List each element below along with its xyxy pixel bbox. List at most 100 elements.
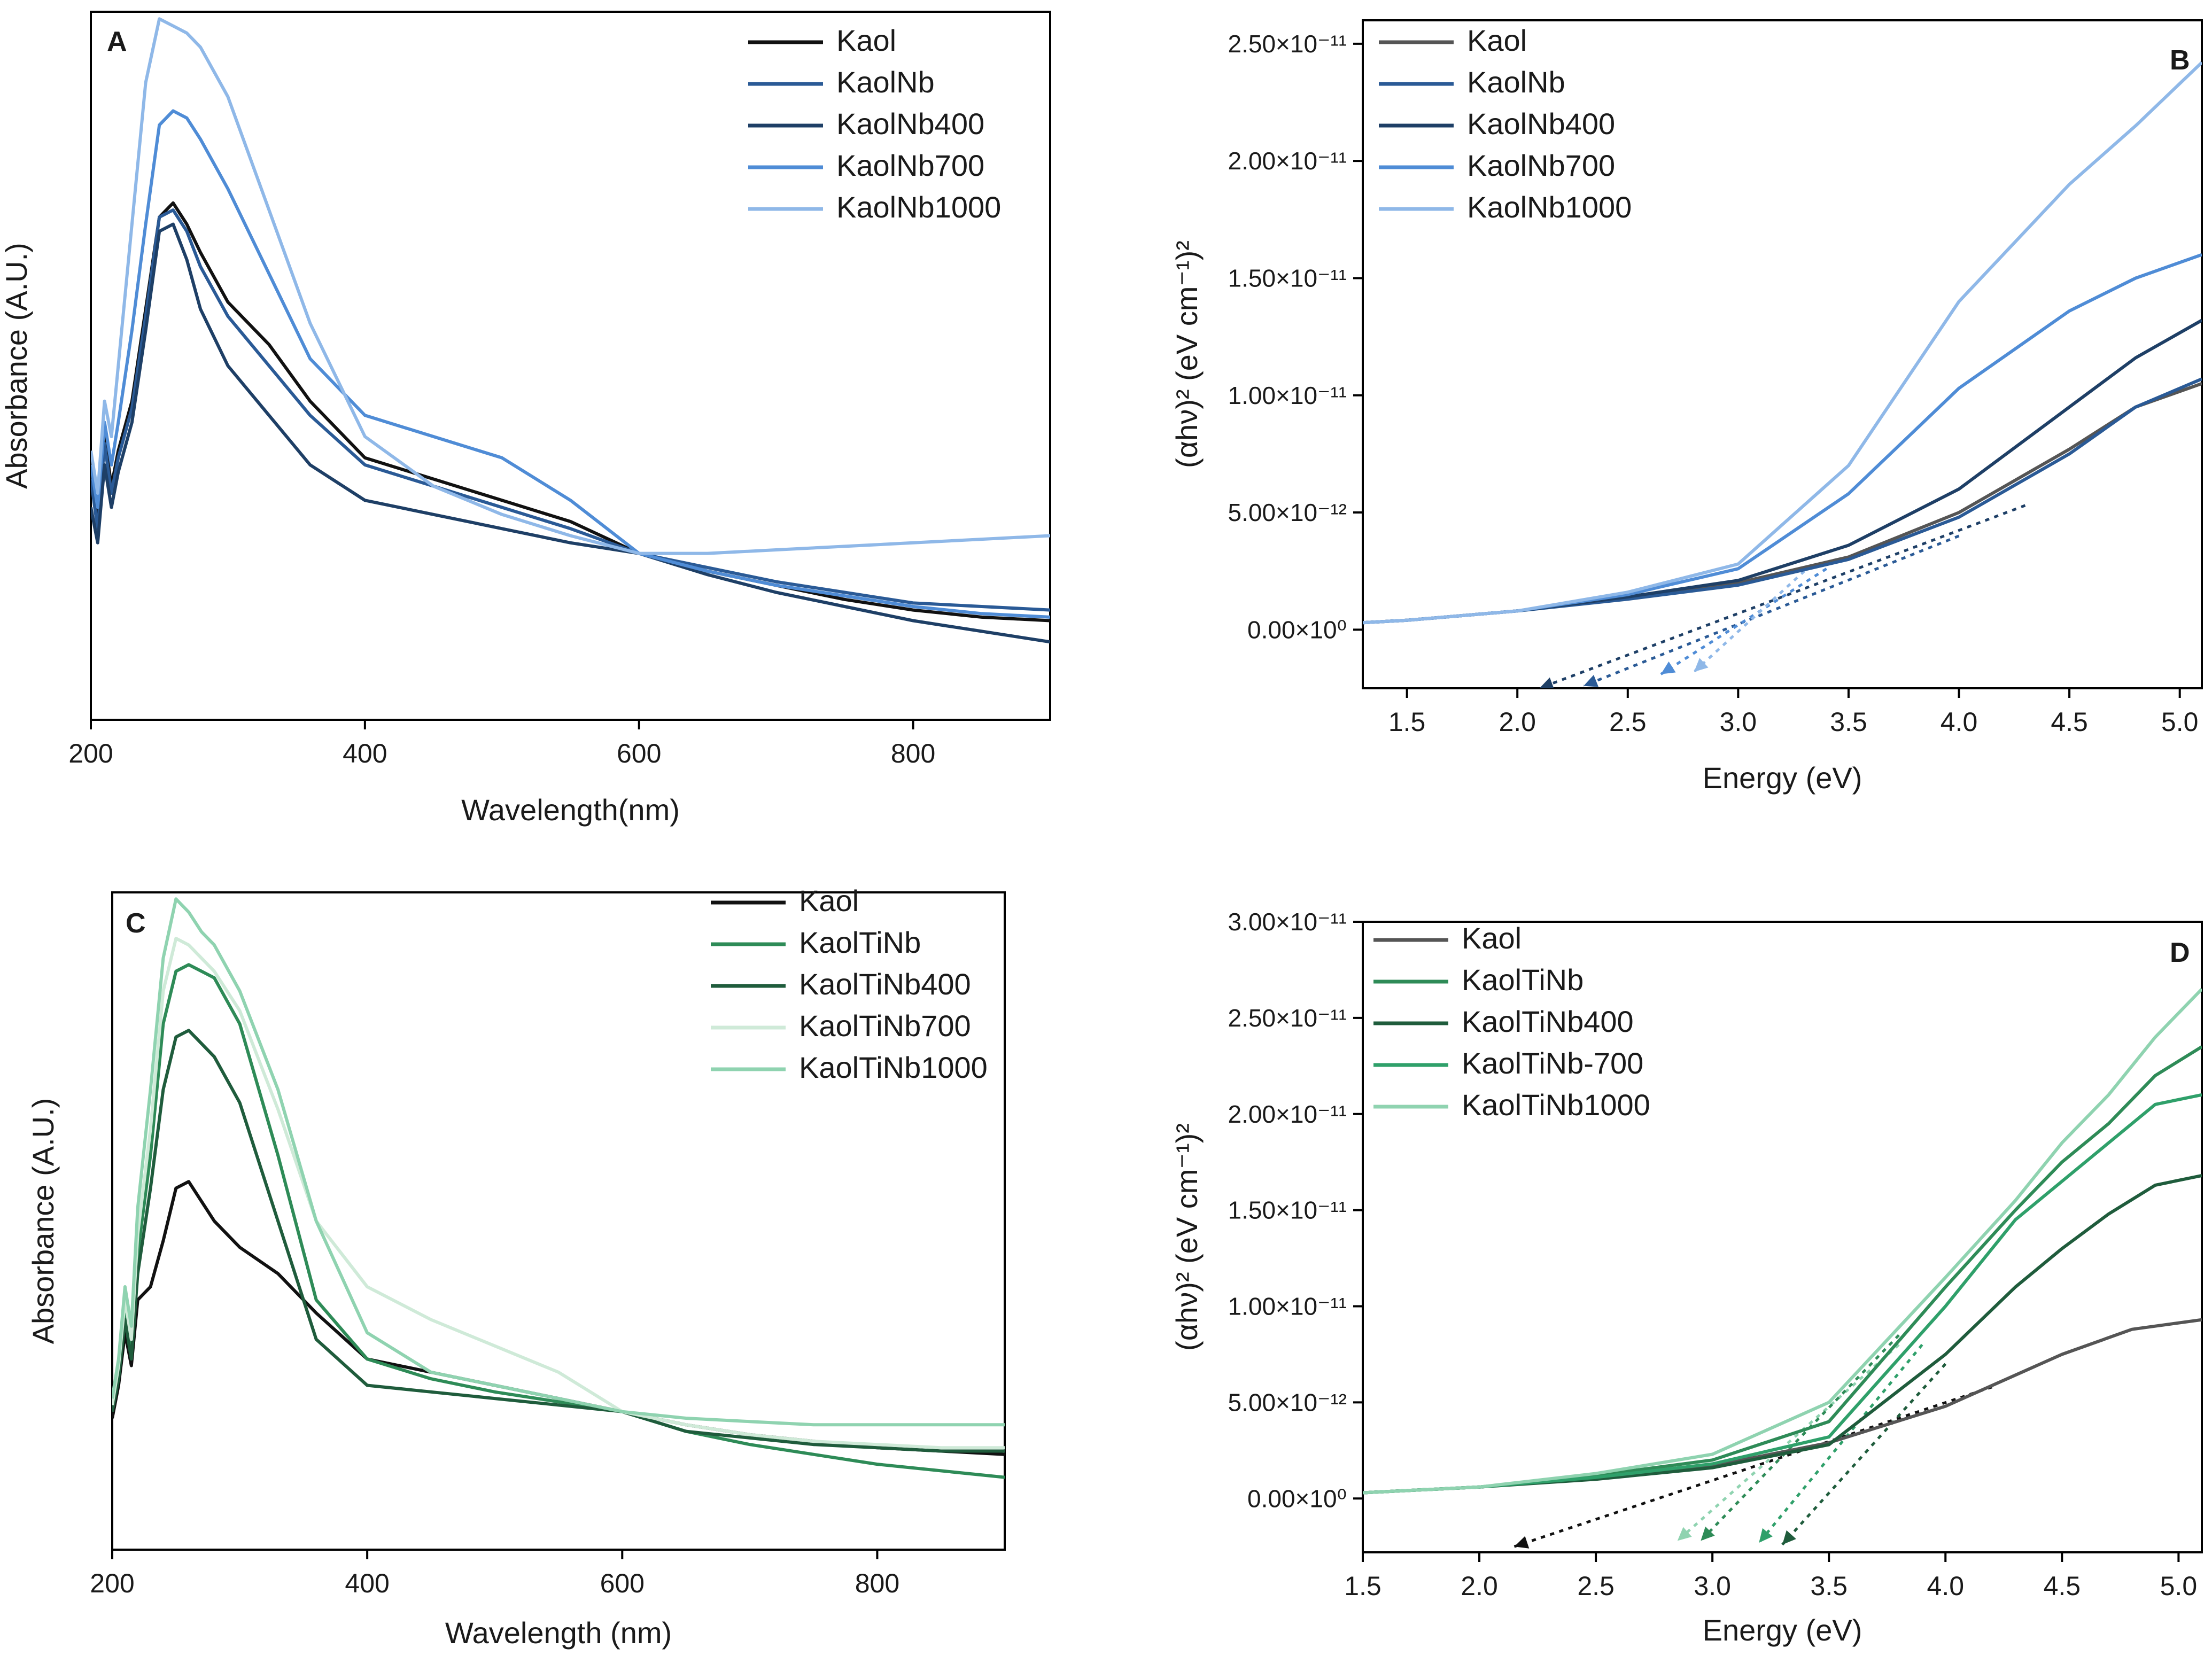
panel-d: 1.5 2.0 2.5 3.0 3.5 4.0 4.5 5.0 0.00×10⁰ 5.00×10⁻… bbox=[1170, 908, 2203, 1647]
tangent-arrowhead bbox=[1584, 674, 1599, 687]
y-tick-label: 0.00×10⁰ bbox=[1247, 1484, 1347, 1512]
series-line bbox=[112, 897, 1005, 1427]
panel-a: 200 400 600 800 Wavelength(nm) Absorbance (A.… bbox=[0, 11, 1051, 827]
y-tick-label: 2.00×10⁻¹¹ bbox=[1228, 1100, 1347, 1128]
plot-area bbox=[91, 17, 1050, 644]
y-axis-label: Absorbance (A.U.) bbox=[26, 1098, 60, 1344]
y-axis-label: (αhν)² (eV cm⁻¹)² bbox=[1170, 1123, 1204, 1351]
x-tick-label: 3.0 bbox=[1720, 707, 1757, 737]
y-tick-label: 0.00×10⁰ bbox=[1247, 616, 1347, 643]
legend-label: KaolNb400 bbox=[1467, 107, 1615, 141]
tangent-arrowhead bbox=[1514, 1536, 1530, 1549]
legend: Kaol KaolTiNb KaolTiNb400 KaolTiNb-700 KaolT… bbox=[1373, 921, 1650, 1122]
legend-label: Kaol bbox=[1467, 24, 1527, 57]
legend-label: KaolNb400 bbox=[836, 107, 984, 141]
tangent-arrowhead bbox=[1701, 1526, 1715, 1541]
y-tick-label: 1.50×10⁻¹¹ bbox=[1228, 1196, 1347, 1224]
series-line bbox=[1363, 377, 2202, 625]
plot-frame bbox=[1362, 19, 2203, 689]
x-tick-label: 2.0 bbox=[1461, 1571, 1498, 1601]
legend: Kaol KaolNb KaolNb400 KaolNb700 KaolNb1000 bbox=[1379, 24, 1632, 224]
y-tick-label: 1.00×10⁻¹¹ bbox=[1228, 1293, 1347, 1320]
legend-label: Kaol bbox=[1462, 921, 1522, 955]
x-tick-label: 1.5 bbox=[1388, 707, 1426, 737]
series-line bbox=[1363, 61, 2202, 625]
tangent-arrowhead bbox=[1759, 1528, 1773, 1543]
legend-label: KaolTiNb bbox=[799, 926, 921, 959]
tangent-line bbox=[1781, 1363, 1947, 1546]
legend: Kaol KaolTiNb KaolTiNb400 KaolTiNb700 KaolTi… bbox=[711, 884, 988, 1084]
legend-label: KaolNb700 bbox=[1467, 149, 1615, 182]
series-line bbox=[91, 109, 1050, 619]
tangent-arrowhead bbox=[1660, 661, 1676, 674]
legend-label: KaolNb1000 bbox=[836, 190, 1001, 224]
plot-area bbox=[1363, 988, 2202, 1549]
legend-label: KaolTiNb bbox=[1462, 963, 1584, 997]
series-line bbox=[1363, 382, 2202, 625]
y-tick-label: 5.00×10⁻¹² bbox=[1228, 1388, 1347, 1416]
y-tick-label: 2.50×10⁻¹¹ bbox=[1228, 30, 1347, 58]
panel-b: 1.5 2.0 2.5 3.0 3.5 4.0 4.5 5.0 0.00×10⁰ 5.00×10⁻… bbox=[1170, 19, 2203, 795]
y-tick-label: 2.00×10⁻¹¹ bbox=[1228, 147, 1347, 175]
x-tick-label: 400 bbox=[345, 1568, 389, 1598]
series-line bbox=[91, 201, 1050, 623]
series-line bbox=[91, 222, 1050, 644]
y-tick-label: 1.50×10⁻¹¹ bbox=[1228, 264, 1347, 292]
x-tick-label: 400 bbox=[343, 738, 387, 768]
x-tick-label: 200 bbox=[68, 738, 113, 768]
tangent-arrowhead bbox=[1677, 1527, 1692, 1541]
tangent-line bbox=[1514, 1386, 1993, 1548]
legend-label: KaolNb700 bbox=[836, 149, 984, 182]
panel-letter: A bbox=[107, 26, 127, 57]
y-axis-label: Absorbance (A.U.) bbox=[0, 243, 33, 489]
plot-area bbox=[112, 897, 1005, 1479]
plot-area bbox=[1363, 61, 2202, 688]
x-axis-label: Wavelength (nm) bbox=[445, 1616, 672, 1650]
x-tick-label: 600 bbox=[600, 1568, 645, 1598]
series-line bbox=[1363, 1173, 2202, 1495]
series-line bbox=[91, 17, 1050, 555]
x-tick-label: 3.5 bbox=[1830, 707, 1867, 737]
x-tick-label: 5.0 bbox=[2160, 1571, 2198, 1601]
x-tick-label: 3.0 bbox=[1694, 1571, 1731, 1601]
legend-label: KaolNb1000 bbox=[1467, 190, 1632, 224]
x-tick-label: 5.0 bbox=[2161, 707, 2199, 737]
y-tick-label: 1.00×10⁻¹¹ bbox=[1228, 382, 1347, 409]
legend-label: Kaol bbox=[799, 884, 859, 918]
legend-label: KaolTiNb-700 bbox=[1462, 1046, 1643, 1080]
tangent-line bbox=[1677, 1343, 1900, 1542]
legend-label: KaolTiNb1000 bbox=[799, 1051, 988, 1084]
legend-label: KaolTiNb700 bbox=[799, 1009, 971, 1043]
series-line bbox=[1363, 988, 2202, 1495]
panel-c: 200 400 600 800 Wavelength (nm) Absorbance (A… bbox=[26, 884, 1006, 1650]
y-tick-label: 5.00×10⁻¹² bbox=[1228, 499, 1347, 526]
x-tick-label: 2.5 bbox=[1577, 1571, 1615, 1601]
x-tick-label: 4.0 bbox=[1927, 1571, 1965, 1601]
legend-label: KaolNb bbox=[836, 65, 935, 99]
tangent-line bbox=[1660, 567, 1827, 675]
x-axis-label: Energy (eV) bbox=[1703, 761, 1862, 795]
x-tick-label: 600 bbox=[617, 738, 661, 768]
x-tick-label: 3.5 bbox=[1810, 1571, 1848, 1601]
x-tick-label: 1.5 bbox=[1344, 1571, 1381, 1601]
series-line bbox=[1363, 1318, 2202, 1495]
legend-label: KaolNb bbox=[1467, 65, 1565, 99]
tangent-line bbox=[1699, 1334, 1900, 1542]
x-tick-label: 2.5 bbox=[1609, 707, 1647, 737]
tangent-arrowhead bbox=[1694, 658, 1709, 672]
panel-letter: B bbox=[2170, 45, 2190, 76]
legend-label: KaolTiNb1000 bbox=[1462, 1088, 1650, 1122]
x-tick-label: 4.5 bbox=[2044, 1571, 2081, 1601]
x-tick-label: 800 bbox=[855, 1568, 899, 1598]
x-tick-label: 4.0 bbox=[1941, 707, 1978, 737]
tangent-arrowhead bbox=[1782, 1530, 1796, 1545]
x-tick-label: 200 bbox=[90, 1568, 134, 1598]
series-line bbox=[91, 208, 1050, 612]
tangent-arrowhead bbox=[1539, 677, 1554, 688]
tangent-line bbox=[1583, 534, 1960, 687]
series-line bbox=[1363, 1093, 2202, 1495]
legend-label: KaolTiNb400 bbox=[799, 967, 971, 1001]
x-tick-label: 4.5 bbox=[2051, 707, 2088, 737]
legend: Kaol KaolNb KaolNb400 KaolNb700 KaolNb1000 bbox=[748, 24, 1001, 224]
